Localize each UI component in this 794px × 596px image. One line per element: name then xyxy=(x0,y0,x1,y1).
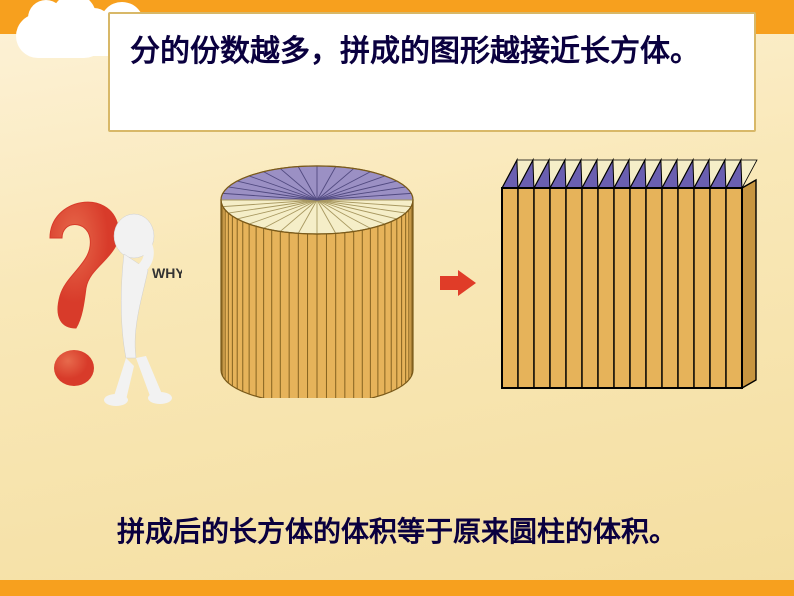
slide: 分的份数越多，拼成的图形越接近长方体。 WHY? 拼成后的长方体的体积等于原来圆… xyxy=(0,0,794,596)
bottom-band xyxy=(0,580,794,596)
arrow-icon xyxy=(440,268,480,298)
slide-title: 分的份数越多，拼成的图形越接近长方体。 xyxy=(130,28,734,76)
bottom-caption: 拼成后的长方体的体积等于原来圆柱的体积。 xyxy=(0,510,794,550)
cuboid-diagram xyxy=(498,148,762,398)
title-box: 分的份数越多，拼成的图形越接近长方体。 xyxy=(108,12,756,132)
cylinder-diagram xyxy=(212,158,422,398)
question-mark-figure: WHY? xyxy=(32,178,182,408)
figure-row: WHY? xyxy=(0,158,794,418)
svg-text:WHY?: WHY? xyxy=(152,265,182,281)
